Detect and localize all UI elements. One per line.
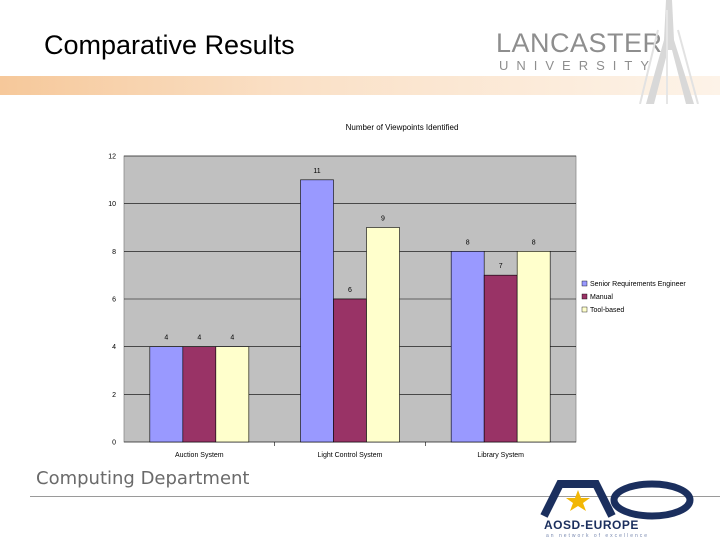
legend-swatch — [581, 293, 588, 300]
y-tick-label: 8 — [112, 249, 116, 256]
y-tick-label: 10 — [108, 201, 116, 208]
footer-department: Computing Department — [36, 468, 250, 489]
bar-value-label: 4 — [197, 335, 201, 342]
bar-value-label: 6 — [348, 287, 352, 294]
y-tick-label: 12 — [108, 154, 116, 161]
aosd-europe-logo: AOSD-EUROPE an network of excellence — [538, 478, 698, 540]
legend-swatch — [581, 280, 588, 287]
y-tick-label: 0 — [112, 440, 116, 447]
bar-tool-based — [215, 346, 250, 443]
bar-senior-requirements-engineer — [300, 179, 334, 443]
bar-value-label: 4 — [164, 335, 168, 342]
bar-series — [149, 179, 551, 443]
bar-tool-based — [366, 227, 400, 443]
chart-title: Number of Viewpoints Identified — [346, 123, 459, 132]
bar-senior-requirements-engineer — [450, 251, 485, 443]
tower-logo-icon — [639, 0, 699, 104]
header-accent-bar — [0, 76, 720, 95]
x-tick-label: Library System — [477, 452, 524, 459]
legend: Senior Requirements Engineer Manual Tool-b… — [581, 280, 686, 314]
aosd-tagline: an network of excellence — [546, 533, 650, 539]
y-tick-label: 2 — [112, 392, 116, 399]
legend-label: Senior Requirements Engineer — [590, 281, 686, 288]
x-tick-label: Light Control System — [318, 452, 383, 459]
legend-label: Manual — [590, 294, 613, 301]
bar-value-label: 7 — [499, 263, 503, 270]
bar-value-label: 8 — [532, 239, 536, 246]
bar-value-label: 8 — [466, 239, 470, 246]
aosd-name: AOSD-EUROPE — [544, 518, 639, 532]
bar-value-label: 11 — [313, 168, 320, 175]
bar-manual — [333, 298, 367, 443]
bar-tool-based — [516, 251, 551, 443]
logo-sub-text: UNIVERSITY — [499, 58, 658, 73]
legend-swatch — [581, 306, 588, 313]
footer-divider — [30, 496, 720, 497]
bar-manual — [483, 274, 518, 443]
x-tick-label: Auction System — [175, 452, 224, 459]
lancaster-logo: LANCASTER UNIVERSITY — [496, 28, 662, 73]
y-tick-label: 4 — [112, 344, 116, 351]
slide-title: Comparative Results — [44, 30, 295, 60]
bar-value-label: 9 — [381, 216, 385, 223]
logo-main-text: LANCASTER — [496, 28, 663, 58]
legend-label: Tool-based — [590, 307, 624, 314]
y-axis-ticks: 0 2 4 6 8 10 12 — [108, 154, 116, 447]
bar-value-labels: 4 4 4 11 6 9 8 7 8 — [164, 168, 535, 342]
bar-manual — [182, 346, 217, 443]
bar-senior-requirements-engineer — [149, 346, 184, 443]
aosd-logo-icon — [540, 480, 694, 520]
y-tick-label: 6 — [112, 297, 116, 304]
x-axis-ticks: Auction System Light Control System Librar… — [175, 442, 524, 459]
bar-value-label: 4 — [230, 335, 234, 342]
